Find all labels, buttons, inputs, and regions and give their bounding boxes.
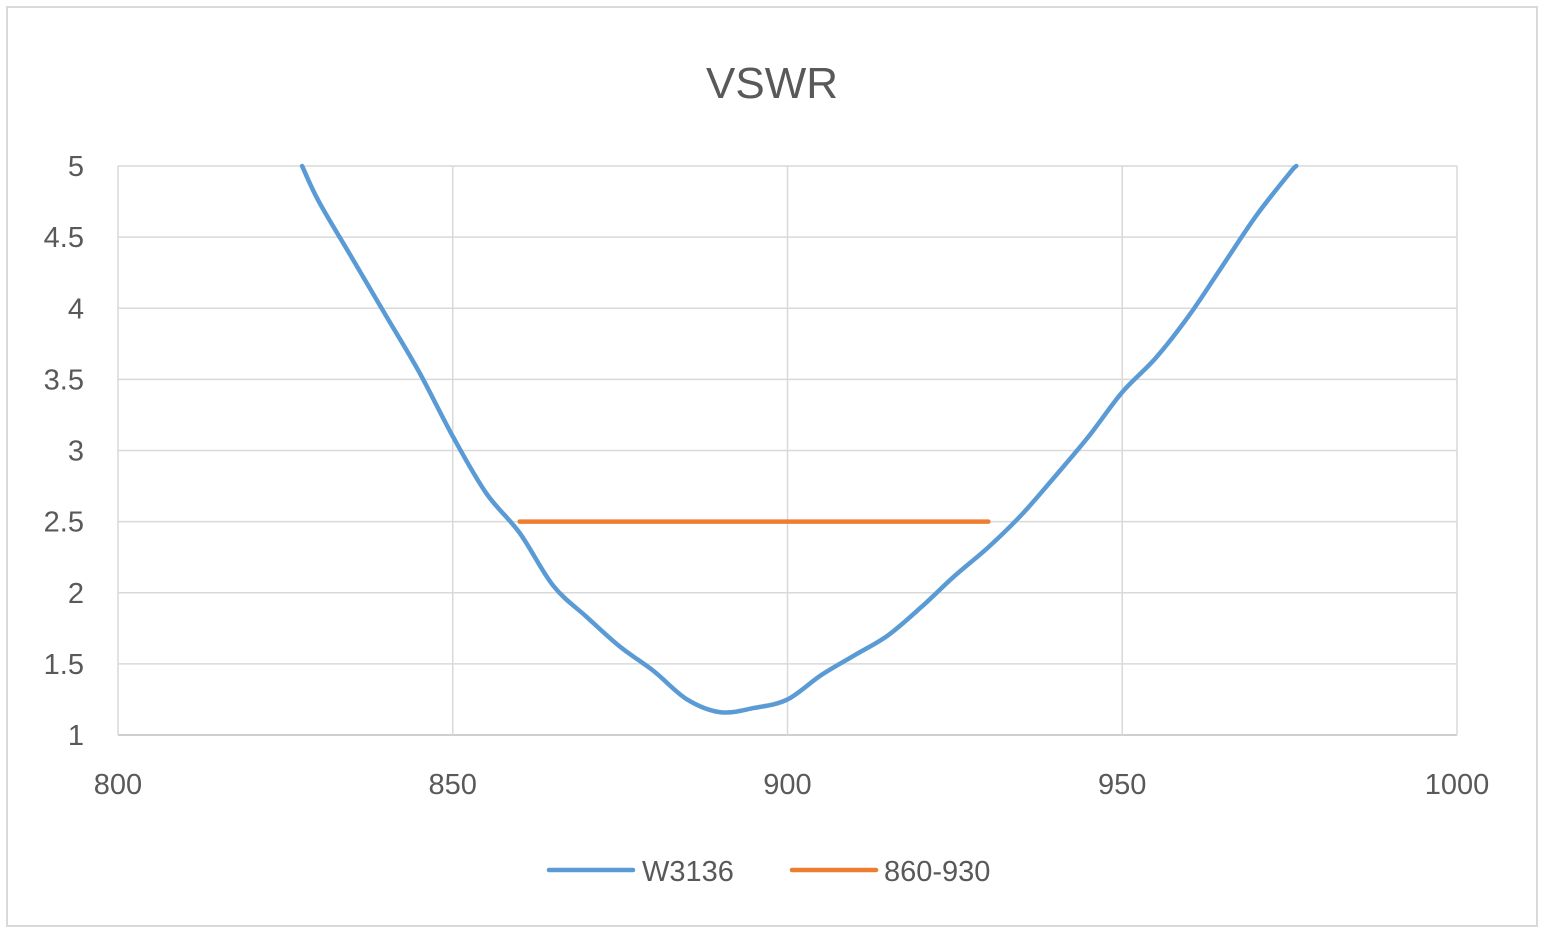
y-tick-label: 1 [68,720,84,752]
y-tick-label: 2.5 [44,507,84,539]
legend-label-0: W3136 [642,856,734,888]
x-tick-label: 800 [94,769,142,801]
series-lines [299,163,1299,715]
axes: 1 1.5 2 2.5 3 3.5 4 4.5 5 800 850 900 950 1000 [44,151,1490,801]
y-tick-label: 2 [68,578,84,610]
chart-title: VSWR [706,59,838,108]
x-tick-label: 1000 [1425,769,1490,801]
x-tick-label: 900 [763,769,811,801]
legend: W3136 860-930 [546,856,990,888]
chart-frame [6,6,1538,927]
y-tick-label: 4 [68,293,84,325]
x-tick-label: 950 [1098,769,1146,801]
y-tick-label: 3 [68,436,84,468]
y-tick-label: 3.5 [44,364,84,396]
y-tick-label: 1.5 [44,649,84,681]
x-tick-label: 850 [429,769,477,801]
gridlines [117,165,1458,736]
legend-label-1: 860-930 [884,856,990,888]
series-line-0 [299,163,1299,715]
y-tick-label: 4.5 [44,222,84,254]
y-tick-label: 5 [68,151,84,183]
